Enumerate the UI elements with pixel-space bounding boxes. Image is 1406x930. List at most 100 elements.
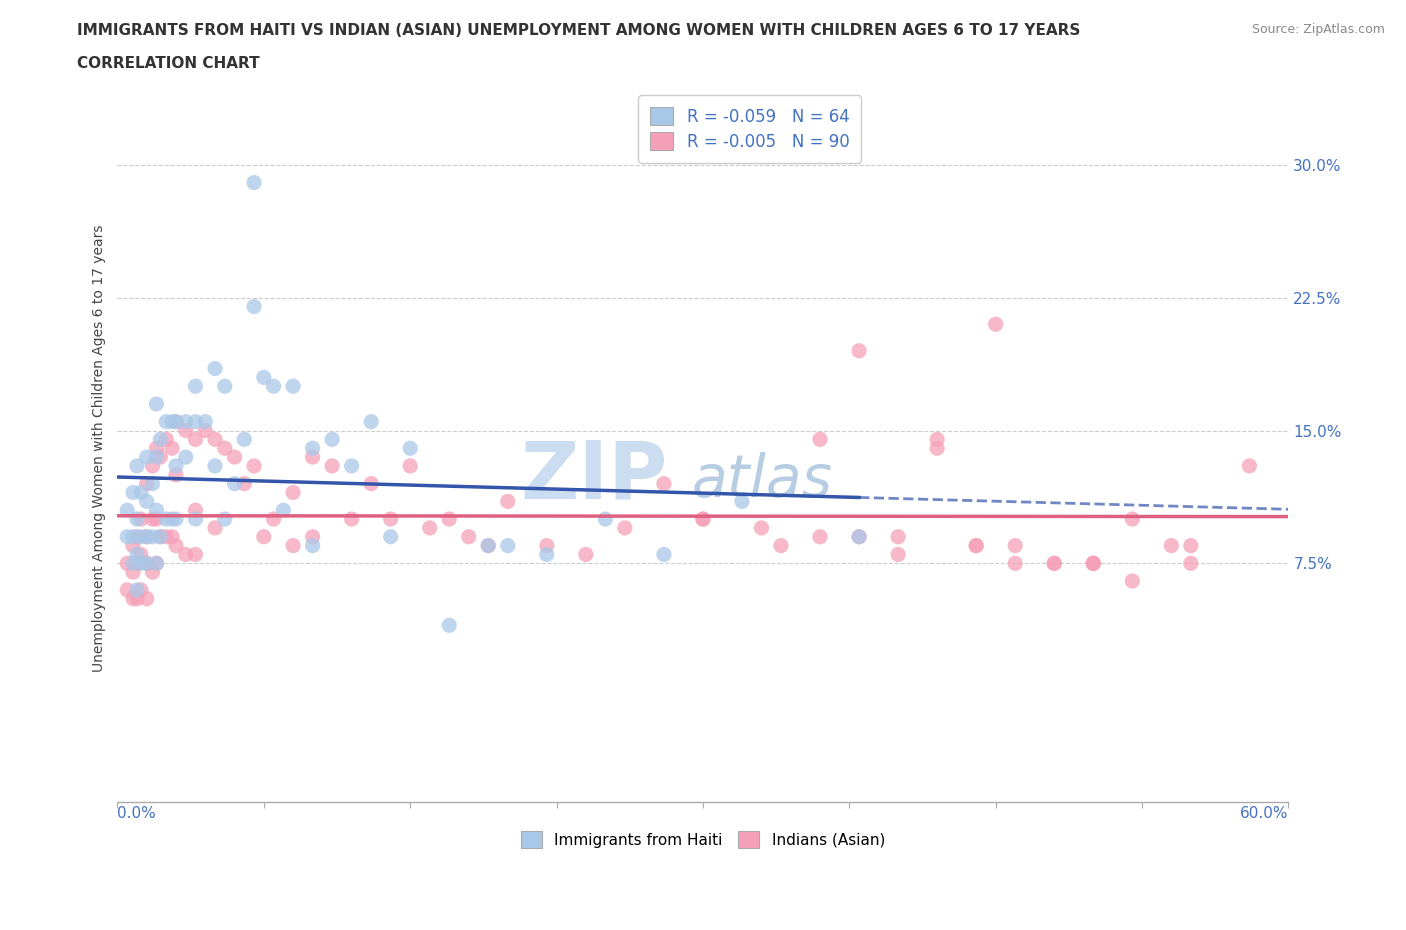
Point [135, 449, 157, 464]
Point [439, 512, 461, 526]
Point [301, 441, 323, 456]
Point [122, 538, 145, 553]
Point [125, 458, 148, 473]
Point [129, 512, 152, 526]
Point [160, 441, 183, 456]
Point [457, 529, 479, 544]
Point [927, 432, 949, 446]
Text: IMMIGRANTS FROM HAITI VS INDIAN (ASIAN) UNEMPLOYMENT AMONG WOMEN WITH CHILDREN A: IMMIGRANTS FROM HAITI VS INDIAN (ASIAN) … [77, 23, 1081, 38]
Point [214, 441, 236, 456]
Point [243, 299, 266, 314]
Point [155, 512, 177, 526]
Point [769, 538, 792, 553]
Point [439, 618, 461, 632]
Point [129, 529, 152, 544]
Point [129, 582, 152, 597]
Point [184, 503, 207, 518]
Point [184, 379, 207, 393]
Point [1121, 574, 1143, 589]
Point [496, 538, 519, 553]
Point [122, 529, 145, 544]
Point [142, 476, 165, 491]
Point [595, 512, 617, 526]
Point [115, 556, 138, 571]
Point [1043, 556, 1066, 571]
Point [145, 396, 167, 411]
Point [174, 547, 197, 562]
Point [125, 582, 148, 597]
Point [1121, 512, 1143, 526]
Point [575, 547, 598, 562]
Text: atlas: atlas [692, 452, 832, 509]
Point [214, 379, 236, 393]
Point [301, 449, 323, 464]
Point [399, 441, 422, 456]
Point [214, 512, 236, 526]
Point [155, 432, 177, 446]
Point [1083, 556, 1105, 571]
Point [145, 449, 167, 464]
Point [155, 529, 177, 544]
Point [281, 538, 304, 553]
Point [927, 441, 949, 456]
Point [887, 529, 910, 544]
Point [340, 512, 363, 526]
Point [135, 494, 157, 509]
Point [135, 556, 157, 571]
Point [253, 370, 276, 385]
Point [174, 414, 197, 429]
Point [281, 379, 304, 393]
Point [1043, 556, 1066, 571]
Point [360, 414, 382, 429]
Point [808, 432, 831, 446]
Point [419, 521, 441, 536]
Point [145, 441, 167, 456]
Point [184, 547, 207, 562]
Point [233, 432, 256, 446]
Point [145, 556, 167, 571]
Point [848, 529, 870, 544]
Point [243, 458, 266, 473]
Point [165, 414, 187, 429]
Point [204, 458, 226, 473]
Point [145, 503, 167, 518]
Point [965, 538, 987, 553]
Point [149, 529, 172, 544]
Point [184, 414, 207, 429]
Point [165, 538, 187, 553]
Point [165, 512, 187, 526]
Point [149, 432, 172, 446]
Point [887, 547, 910, 562]
Point [194, 423, 217, 438]
Point [1180, 556, 1202, 571]
Point [380, 529, 402, 544]
Point [263, 379, 285, 393]
Point [125, 529, 148, 544]
Point [301, 538, 323, 553]
Point [536, 538, 558, 553]
Point [125, 556, 148, 571]
Point [115, 529, 138, 544]
Point [477, 538, 499, 553]
Point [321, 432, 343, 446]
Point [652, 547, 675, 562]
Legend: Immigrants from Haiti, Indians (Asian): Immigrants from Haiti, Indians (Asian) [510, 820, 896, 858]
Point [731, 494, 754, 509]
Point [224, 449, 246, 464]
Point [115, 503, 138, 518]
Point [751, 521, 773, 536]
Point [965, 538, 987, 553]
Point [165, 468, 187, 483]
Text: ZIP: ZIP [520, 437, 668, 515]
Point [281, 485, 304, 500]
Point [204, 521, 226, 536]
Point [984, 317, 1007, 332]
Point [174, 423, 197, 438]
Point [273, 503, 295, 518]
Point [1004, 556, 1026, 571]
Point [160, 529, 183, 544]
Point [142, 512, 165, 526]
Point [204, 361, 226, 376]
Point [142, 529, 165, 544]
Point [496, 494, 519, 509]
